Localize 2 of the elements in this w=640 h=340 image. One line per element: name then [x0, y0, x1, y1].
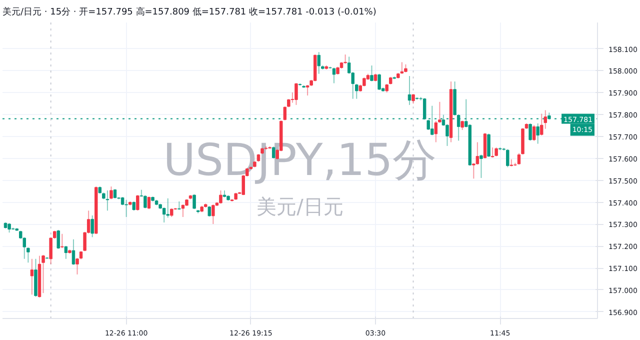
chart-title: 美元/日元 · 15分 · 开=157.795 高=157.809 低=157.781 收=157.781 -0.013 (-0.01%) — [2, 6, 376, 18]
annotation: 美元/日元 — [256, 194, 344, 218]
